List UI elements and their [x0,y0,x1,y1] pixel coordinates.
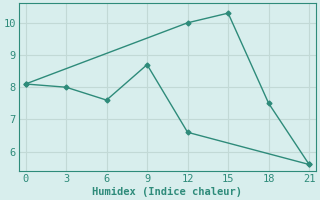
X-axis label: Humidex (Indice chaleur): Humidex (Indice chaleur) [92,186,242,197]
